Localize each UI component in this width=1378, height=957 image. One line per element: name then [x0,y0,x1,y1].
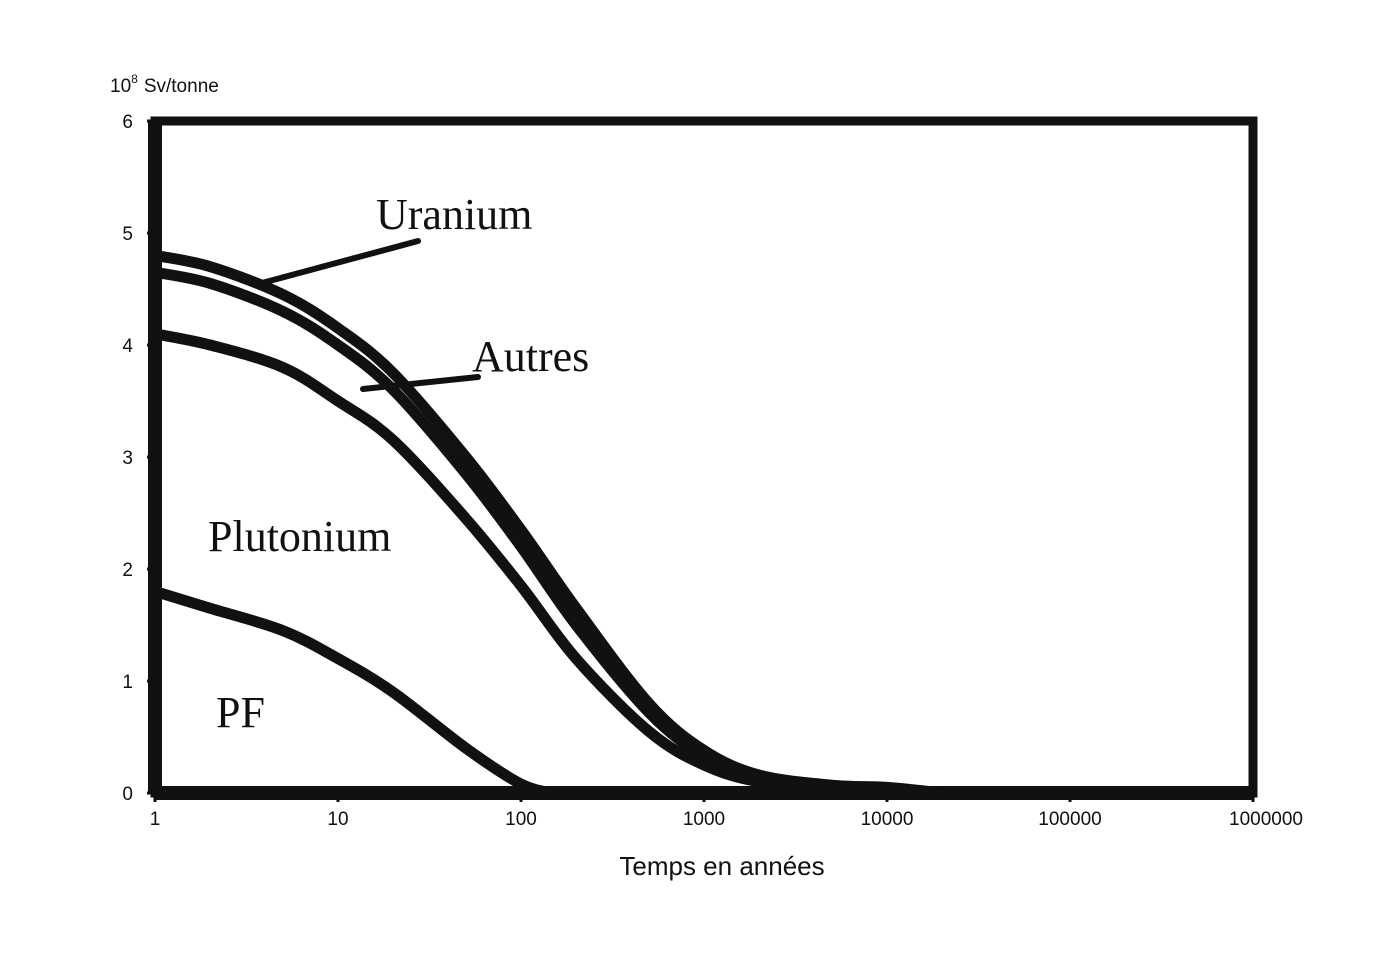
x-tick-label: 100000 [1038,809,1101,830]
uranium-pointer-line [259,238,421,286]
label-pointers [259,238,481,392]
y-unit-exponent: 8 [131,72,138,86]
x-tick-label: 1000 [683,809,725,830]
autres-pointer-line [360,374,481,392]
x-tick-label: 100 [505,809,537,830]
y-axis-ticks: 0 1 2 3 4 5 6 [122,112,155,805]
x-tick-label: 1 [150,809,161,830]
y-tick-label: 4 [122,336,133,357]
y-axis-unit-label: 108 Sv/tonne [110,72,219,97]
y-tick-label: 3 [122,448,133,469]
series-labels: Uranium Autres Plutonium PF [208,190,589,737]
series-label-plutonium: Plutonium [208,512,391,561]
y-tick-label: 2 [122,560,133,581]
x-tick-label: 10000 [861,809,914,830]
series-label-uranium: Uranium [376,190,532,239]
y-unit-text: Sv/tonne [144,76,219,97]
y-unit-base: 10 [110,76,131,97]
series-label-autres: Autres [472,332,589,381]
series-curves [149,249,948,799]
x-tick-label: 10 [327,809,348,830]
series-line-pf [149,585,559,799]
x-tick-label: 1000000 [1229,809,1303,830]
plot-frame [150,116,1258,798]
series-line-plutonium [149,328,948,799]
x-axis-ticks: 1 10 100 1000 10000 100000 1000000 [150,793,1303,830]
series-label-pf: PF [216,688,265,737]
x-axis-label: Temps en années [619,851,824,881]
plot-area [148,116,1258,800]
y-tick-label: 6 [122,112,133,133]
y-tick-label: 5 [122,224,133,245]
y-tick-label: 0 [122,784,133,805]
y-tick-label: 1 [122,672,133,693]
